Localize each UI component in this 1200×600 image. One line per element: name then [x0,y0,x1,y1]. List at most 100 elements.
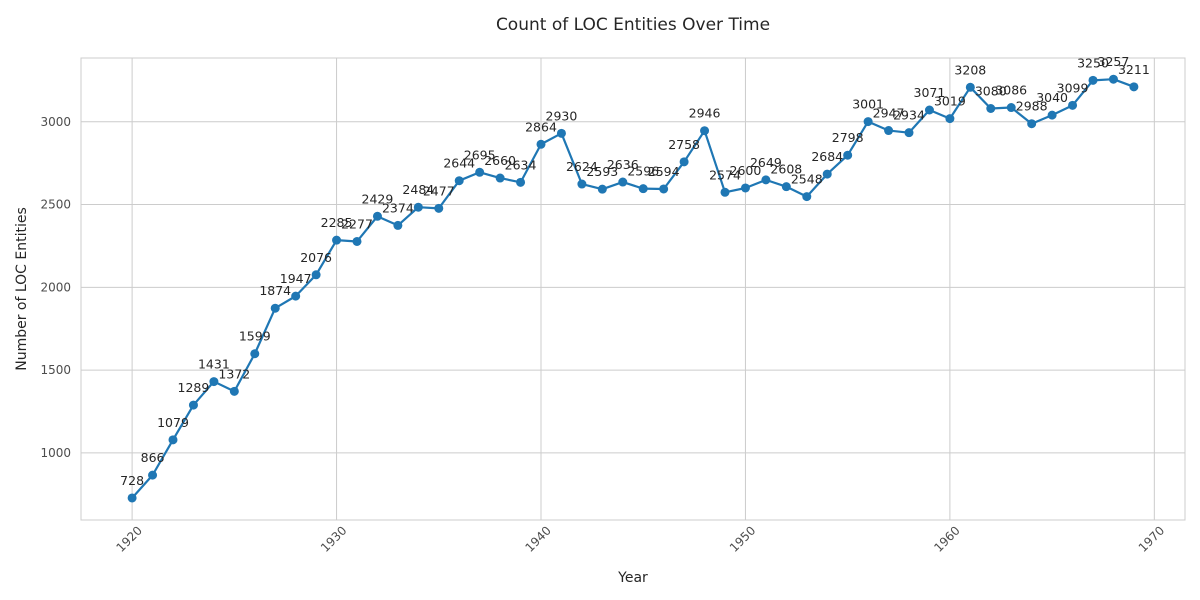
data-label: 2374 [382,200,414,215]
data-label: 2947 [873,106,905,121]
data-point [679,157,689,167]
data-point [270,303,280,313]
data-point [1108,74,1118,84]
data-label: 2649 [750,155,782,170]
data-point [311,270,321,280]
data-point [720,187,730,197]
data-point [577,179,587,189]
data-point [986,104,996,114]
data-point [148,470,158,480]
data-label: 3250 [1077,55,1109,70]
data-point [434,203,444,213]
data-point [1129,82,1139,92]
data-point [352,236,362,246]
data-point [1047,110,1057,120]
data-label: 2988 [1016,99,1048,114]
data-point [1006,103,1016,113]
data-label: 2548 [791,172,823,187]
data-label: 2798 [832,130,864,145]
data-label: 2076 [300,250,332,265]
data-point [945,114,955,124]
tick-label-layer: 1920 1930 1940 1950 1960 1970 1000 1500 2000 2500… [40,115,1167,555]
data-point [802,192,812,202]
x-tick-label: 1930 [318,523,349,554]
data-point-layer [127,74,1139,503]
data-point [393,220,403,230]
data-point [740,183,750,193]
data-point [924,105,934,115]
series-line-layer [131,78,1135,499]
data-label: 728 [120,473,144,488]
data-point [168,435,178,445]
x-tick-label: 1960 [931,523,962,554]
data-label: 2593 [586,164,618,179]
y-tick-label: 1500 [40,363,71,377]
data-label: 3257 [1098,54,1130,69]
data-point [536,139,546,149]
data-label: 2429 [362,191,394,206]
data-label: 866 [141,450,165,465]
y-tick-label: 2000 [40,280,71,294]
series-line [131,78,1135,499]
data-point [884,126,894,136]
data-label: 2644 [443,156,475,171]
data-point [127,493,137,503]
data-label: 1599 [239,329,271,344]
grid-layer [81,58,1185,520]
data-label: 3208 [954,62,986,77]
data-point [863,117,873,127]
data-label: 2574 [709,167,741,182]
y-tick-label: 1000 [40,446,71,460]
x-tick-label: 1970 [1136,523,1167,554]
data-label: 3086 [995,83,1027,98]
data-label: 2636 [607,157,639,172]
data-point [250,349,260,359]
data-point [904,128,914,138]
data-label: 2600 [730,163,762,178]
plot-frame [80,57,1186,521]
data-point [843,150,853,160]
data-point [556,128,566,138]
data-point [618,177,628,187]
data-label: 2277 [341,216,373,231]
data-point [1088,75,1098,85]
data-label: 2608 [770,162,802,177]
data-label: 2594 [648,164,680,179]
data-point [1027,119,1037,129]
data-label: 3080 [975,84,1007,99]
data-label: 2660 [484,153,516,168]
data-label: 3040 [1036,90,1068,105]
data-point [822,169,832,179]
data-label: 2484 [402,182,434,197]
y-tick-label: 2500 [40,198,71,212]
data-label: 1079 [157,415,189,430]
x-tick-label: 1950 [727,523,758,554]
data-label: 1289 [178,380,210,395]
data-point [229,386,239,396]
data-point [659,184,669,194]
data-label: 3099 [1057,80,1089,95]
data-label: 2864 [525,119,557,134]
data-point [516,177,526,187]
data-point [700,126,710,136]
x-tick-label: 1920 [114,523,145,554]
y-axis-label: Number of LOC Entities [14,207,30,371]
data-label: 1372 [218,366,250,381]
data-label: 2285 [321,215,353,230]
data-point [209,377,219,387]
data-label: 3001 [852,97,884,112]
data-point [781,182,791,192]
data-label: 2596 [627,164,659,179]
data-label: 3071 [914,85,946,100]
data-point [372,211,382,221]
y-tick-label: 3000 [40,115,71,129]
data-point [597,184,607,194]
data-point [454,176,464,186]
chart-title: Count of LOC Entities Over Time [496,15,770,35]
data-point [965,82,975,92]
x-axis-label: Year [617,570,648,586]
data-label: 3211 [1118,62,1150,77]
